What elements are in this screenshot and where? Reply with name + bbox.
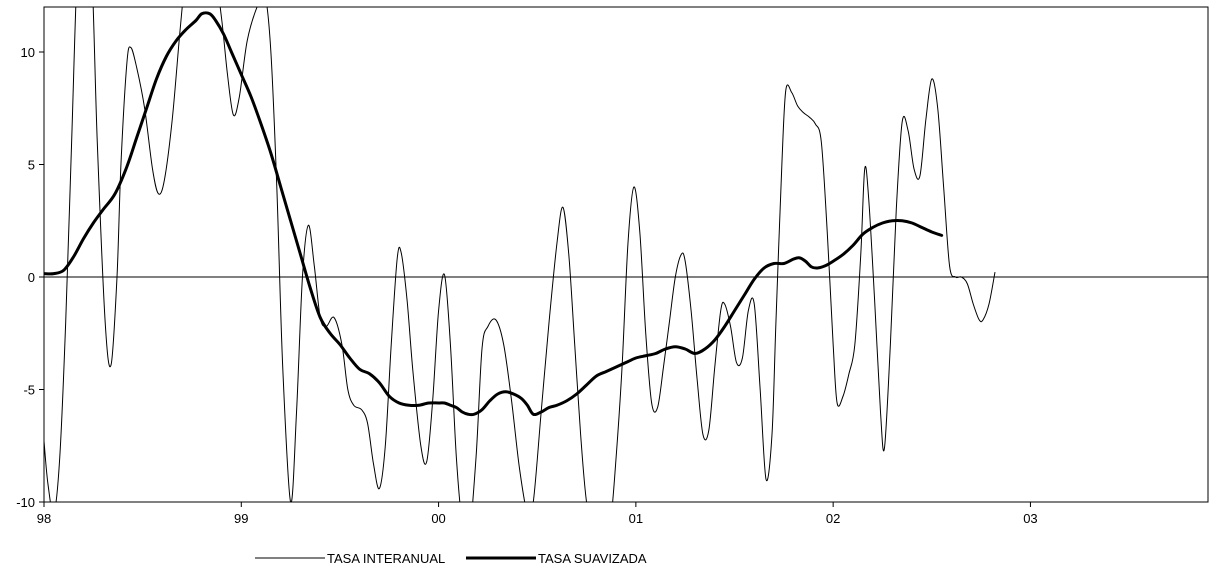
x-tick-label: 99 bbox=[234, 511, 248, 526]
y-tick-label: 0 bbox=[28, 270, 35, 285]
x-tick-label: 02 bbox=[826, 511, 840, 526]
plot-area bbox=[43, 6, 1209, 503]
y-axis: 10 5 0 -5 -10 bbox=[16, 45, 44, 510]
y-tick-label: 5 bbox=[28, 158, 35, 173]
y-tick-label: -5 bbox=[23, 383, 35, 398]
x-tick-label: 03 bbox=[1023, 511, 1037, 526]
x-tick-label: 98 bbox=[37, 511, 51, 526]
legend-label-tasa-suavizada: TASA SUAVIZADA bbox=[538, 551, 647, 566]
x-axis: 98 99 00 01 02 03 bbox=[37, 502, 1038, 526]
series-layer bbox=[44, 7, 996, 502]
legend: TASA INTERANUAL TASA SUAVIZADA bbox=[255, 551, 647, 566]
series-tasa-suavizada bbox=[44, 11, 944, 417]
y-tick-label: 10 bbox=[21, 45, 35, 60]
y-tick-label: -10 bbox=[16, 495, 35, 510]
series-line-tasa-suavizada bbox=[44, 11, 944, 417]
x-tick-label: 00 bbox=[431, 511, 445, 526]
x-tick-label: 01 bbox=[629, 511, 643, 526]
legend-label-tasa-interanual: TASA INTERANUAL bbox=[327, 551, 445, 566]
